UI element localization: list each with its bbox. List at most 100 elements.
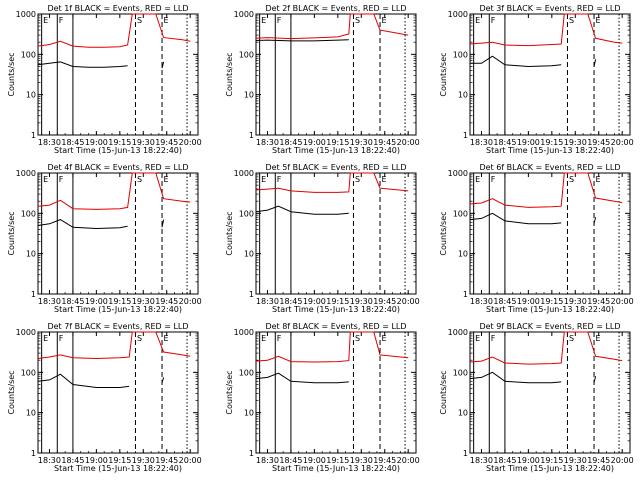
x-tick-label: 19:15 — [540, 297, 563, 306]
event-marker-label: E — [43, 334, 48, 343]
x-axis-label: Start Time (15-Jun-13 18:22:40) — [272, 464, 400, 473]
y-tick-label: 10 — [26, 91, 36, 100]
y-tick-label: 100 — [453, 50, 468, 59]
y-tick-label: 10 — [244, 409, 254, 418]
event-marker-label: E — [261, 334, 266, 343]
events-series-line — [593, 376, 597, 383]
event-marker-label: S — [569, 175, 574, 184]
chart-panel: Det 9f BLACK = Events, RED = LLD 1 10 100 10… — [439, 322, 634, 473]
x-tick-label: 19:15 — [108, 456, 131, 465]
x-tick-label: 18:30 — [256, 456, 279, 465]
y-tick-label: 1000 — [448, 169, 468, 178]
x-tick-label: 19:45 — [587, 138, 610, 147]
lld-series-line — [469, 331, 623, 365]
x-tick-label: 19:30 — [564, 138, 587, 147]
x-tick-label: 19:30 — [350, 456, 373, 465]
x-tick-label: 18:45 — [279, 138, 302, 147]
events-series-line — [593, 59, 597, 67]
y-axis-label: Counts/sec — [439, 211, 448, 255]
events-series-line — [469, 212, 562, 225]
event-marker-label: S — [355, 16, 360, 25]
x-tick-label: 18:30 — [38, 297, 61, 306]
y-axis-label: Counts/sec — [7, 370, 16, 414]
plot-frame — [469, 172, 631, 295]
x-tick-label: 19:00 — [517, 138, 540, 147]
x-tick-label: 19:30 — [564, 456, 587, 465]
y-tick-label: 10 — [458, 250, 468, 259]
event-marker-label: E — [164, 175, 169, 184]
events-series-line — [593, 217, 597, 224]
x-tick-label: 19:45 — [155, 456, 178, 465]
events-series-line — [37, 373, 130, 388]
x-tick-label: 20:00 — [179, 456, 202, 465]
event-marker-label: S — [355, 175, 360, 184]
x-axis-label: Start Time (15-Jun-13 18:22:40) — [54, 464, 182, 473]
chart-panel: Det 2f BLACK = Events, RED = LLD 1 10 100 10… — [225, 4, 420, 155]
x-tick-label: 19:45 — [587, 297, 610, 306]
y-tick-label: 1 — [31, 449, 36, 458]
chart-panel: Det 1f BLACK = Events, RED = LLD 1 10 100 10… — [7, 4, 202, 155]
events-series-line — [161, 219, 165, 228]
x-tick-label: 20:00 — [397, 297, 420, 306]
chart-panel: Det 4f BLACK = Events, RED = LLD 1 10 100 10… — [7, 163, 202, 314]
y-tick-label: 1 — [31, 290, 36, 299]
y-axis-label: Counts/sec — [225, 211, 234, 255]
x-tick-label: 19:30 — [132, 297, 155, 306]
chart-title: Det 5f BLACK = Events, RED = LLD — [265, 163, 406, 172]
lld-series-line — [255, 331, 409, 363]
x-tick-label: 18:30 — [470, 297, 493, 306]
events-series-line — [470, 55, 562, 68]
chart-title: Det 4f BLACK = Events, RED = LLD — [47, 163, 188, 172]
y-tick-label: 10 — [458, 91, 468, 100]
x-tick-label: 19:00 — [303, 456, 326, 465]
lld-series-line — [37, 13, 191, 48]
x-tick-label: 18:45 — [279, 456, 302, 465]
y-tick-label: 10 — [26, 409, 36, 418]
x-tick-label: 19:30 — [564, 297, 587, 306]
event-marker-label: S — [137, 334, 142, 343]
event-marker-label: E — [475, 16, 480, 25]
x-tick-label: 19:15 — [326, 456, 349, 465]
event-marker-label: F — [59, 16, 64, 25]
x-tick-label: 20:00 — [611, 456, 634, 465]
x-tick-label: 18:30 — [38, 456, 61, 465]
x-tick-label: 18:30 — [38, 138, 61, 147]
y-tick-label: 100 — [239, 50, 254, 59]
events-series-line — [469, 371, 562, 384]
event-marker-label: F — [491, 16, 496, 25]
plot-frame — [37, 172, 199, 295]
plot-frame — [37, 13, 199, 136]
event-marker-label: E — [43, 16, 48, 25]
x-tick-label: 18:45 — [493, 138, 516, 147]
x-tick-label: 19:45 — [373, 138, 396, 147]
x-axis-label: Start Time (15-Jun-13 18:22:40) — [486, 146, 614, 155]
chart-title: Det 2f BLACK = Events, RED = LLD — [265, 4, 406, 13]
y-tick-label: 10 — [458, 409, 468, 418]
event-marker-label: E — [475, 334, 480, 343]
x-tick-label: 19:45 — [587, 456, 610, 465]
event-marker-label: S — [569, 16, 574, 25]
events-series-line — [255, 205, 349, 215]
x-tick-label: 19:00 — [303, 138, 326, 147]
chart-title: Det 1f BLACK = Events, RED = LLD — [47, 4, 188, 13]
x-tick-label: 18:30 — [470, 138, 493, 147]
x-tick-label: 18:45 — [493, 456, 516, 465]
plot-frame — [37, 331, 199, 454]
event-marker-label: S — [137, 16, 142, 25]
x-axis-label: Start Time (15-Jun-13 18:22:40) — [486, 305, 614, 314]
y-tick-label: 1 — [463, 131, 468, 140]
y-tick-label: 1000 — [234, 328, 254, 337]
event-marker-label: F — [277, 175, 282, 184]
y-tick-label: 1 — [249, 290, 254, 299]
x-tick-label: 19:15 — [108, 138, 131, 147]
plot-frame — [255, 331, 417, 454]
y-tick-label: 1000 — [448, 10, 468, 19]
event-marker-label: F — [277, 16, 282, 25]
x-tick-label: 20:00 — [179, 138, 202, 147]
x-tick-label: 20:00 — [397, 456, 420, 465]
x-tick-label: 19:45 — [155, 138, 178, 147]
x-tick-label: 19:00 — [85, 138, 108, 147]
y-tick-label: 1000 — [16, 10, 36, 19]
y-tick-label: 1000 — [234, 10, 254, 19]
